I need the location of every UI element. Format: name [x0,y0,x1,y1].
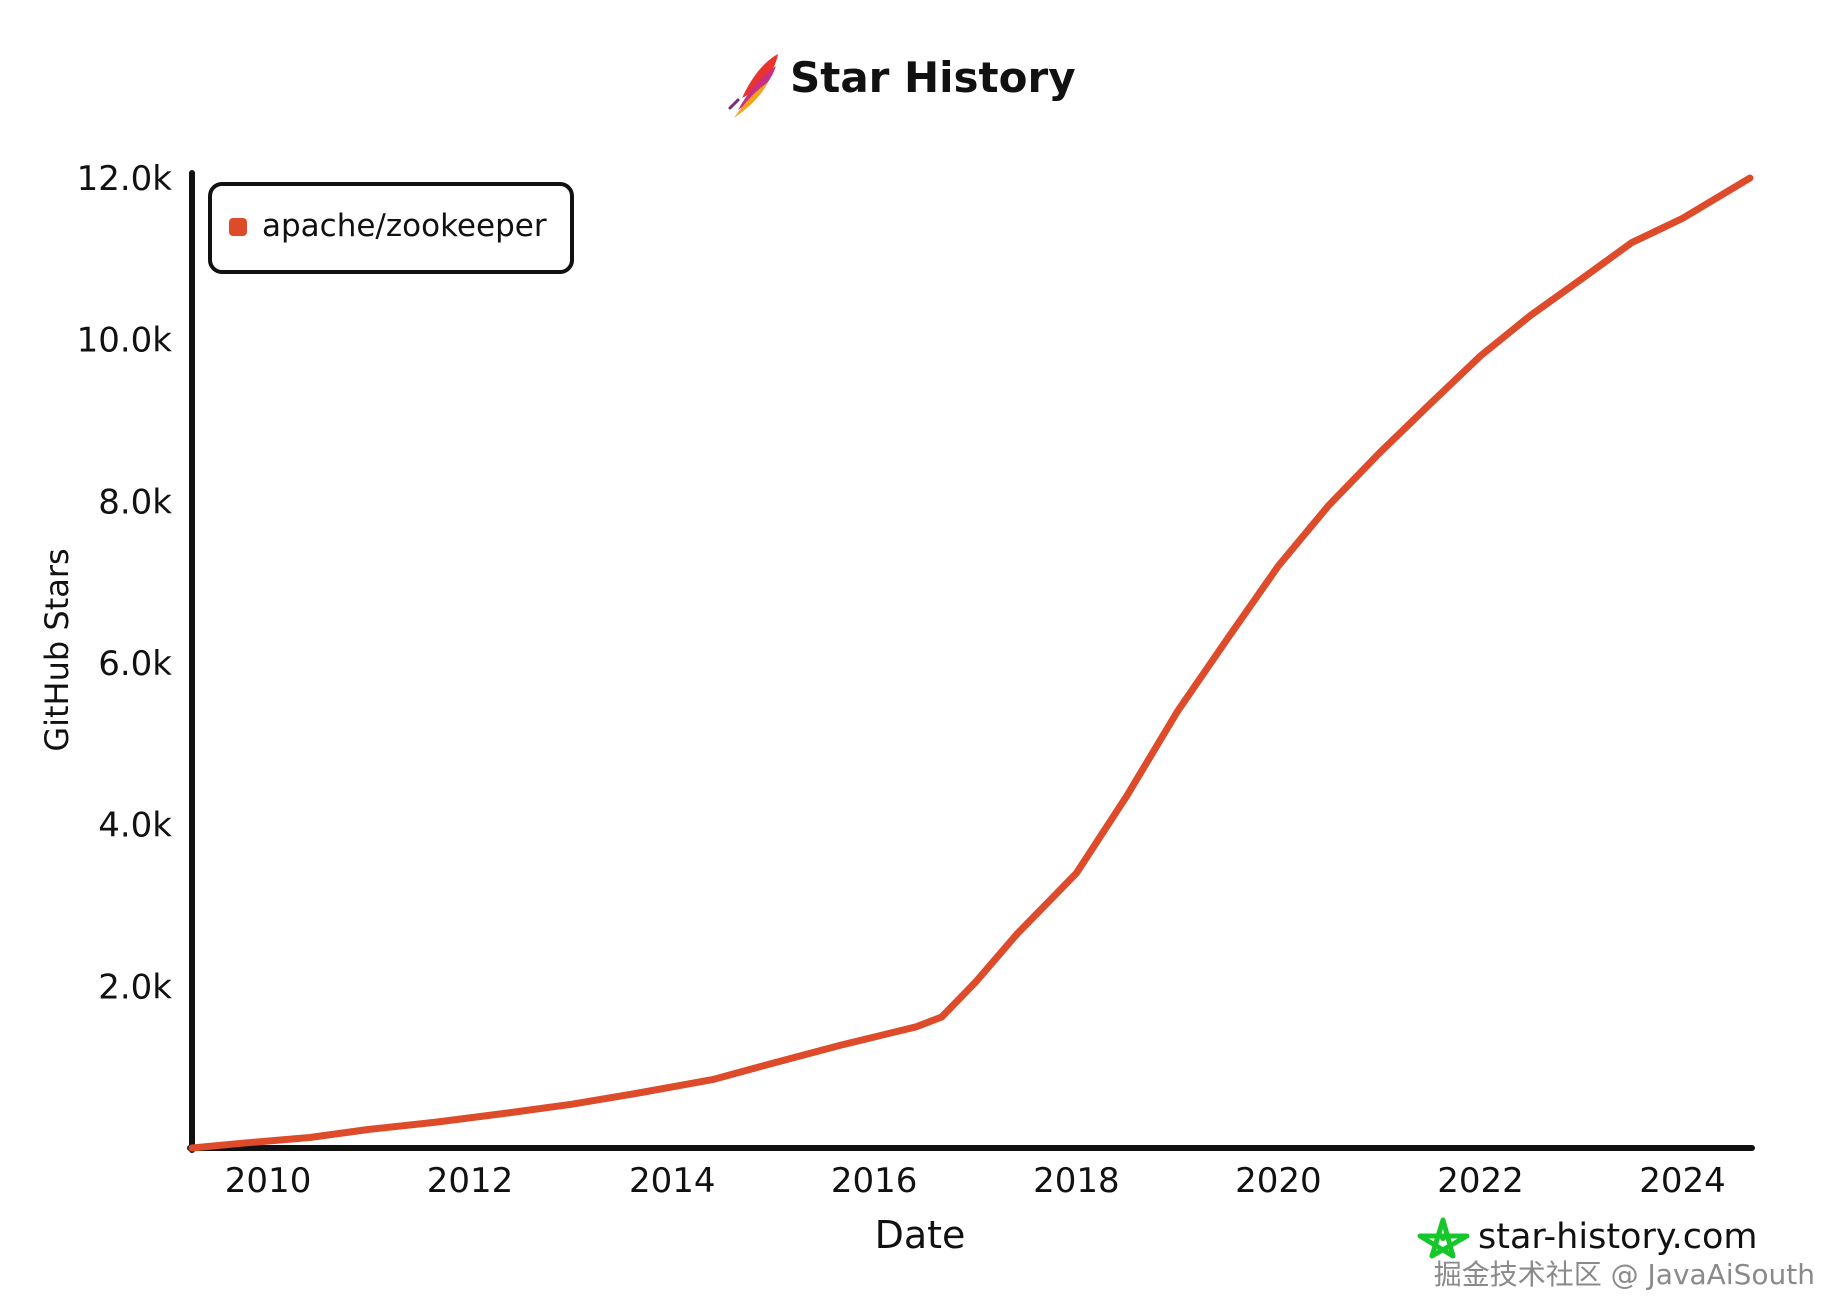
series-point [1748,176,1752,180]
x-tick-label: 2018 [1033,1161,1120,1201]
series-point [190,1146,194,1150]
series-point [1579,277,1584,281]
y-tick-label: 6.0k [98,644,172,684]
series-point [240,1141,245,1145]
series-point [636,1091,641,1095]
series-point [1124,794,1129,799]
legend-swatch [229,218,247,236]
star-history-logo-icon [1417,1217,1470,1259]
watermark-text: 掘金技术社区 @ JavaAiSouth [1434,1258,1815,1291]
series-point [367,1127,371,1132]
x-tick-label: 2022 [1437,1161,1524,1201]
chart-title: Star History [790,53,1076,102]
chart-legend: apache/zookeeper [208,182,574,274]
x-axis-label: Date [875,1213,966,1257]
series-point [1074,871,1079,875]
x-tick-label: 2016 [831,1161,918,1201]
series-point [569,1102,574,1107]
series-point [1528,313,1533,318]
series-point [939,1015,944,1019]
series-point [1427,402,1432,407]
chart-axes: 2010 2012 2014 2016 2018 2020 2022 2024 2.0k 4.0k… [77,159,1755,1201]
legend-box [208,182,574,274]
x-tick-label: 2010 [225,1161,312,1201]
apache-feather-icon [728,54,778,118]
series-point [1225,637,1230,641]
series-point [1015,932,1019,936]
series-point [973,980,978,985]
series-point [771,1061,775,1065]
x-tick-label: 2024 [1639,1161,1726,1201]
y-tick-label: 8.0k [98,482,172,522]
y-tick-label: 4.0k [98,806,172,846]
series-point [1478,354,1483,358]
series-point [1629,240,1634,245]
series-point [1326,503,1331,508]
series-point [914,1025,918,1029]
series-point [1680,216,1685,221]
x-tick-label: 2014 [629,1161,716,1201]
series-point [510,1110,514,1115]
x-tick-label: 2012 [427,1161,514,1201]
chart-series-layer [188,174,1754,1152]
series-point [1377,451,1382,455]
legend-label: apache/zookeeper [262,208,547,244]
y-tick-label: 12.0k [77,159,173,199]
y-axis-label: GitHub Stars [38,548,76,751]
y-tick-label: 10.0k [77,321,173,361]
series-point [1276,564,1281,568]
series-point [308,1135,312,1140]
x-tick-label: 2020 [1235,1161,1322,1201]
series-point [1175,709,1180,714]
series-point [712,1077,716,1082]
y-tick-label: 2.0k [98,967,172,1007]
series-point [838,1043,843,1048]
series-line-0 [188,174,1754,1152]
series-point [434,1120,439,1124]
brand-text: star-history.com [1478,1217,1757,1257]
